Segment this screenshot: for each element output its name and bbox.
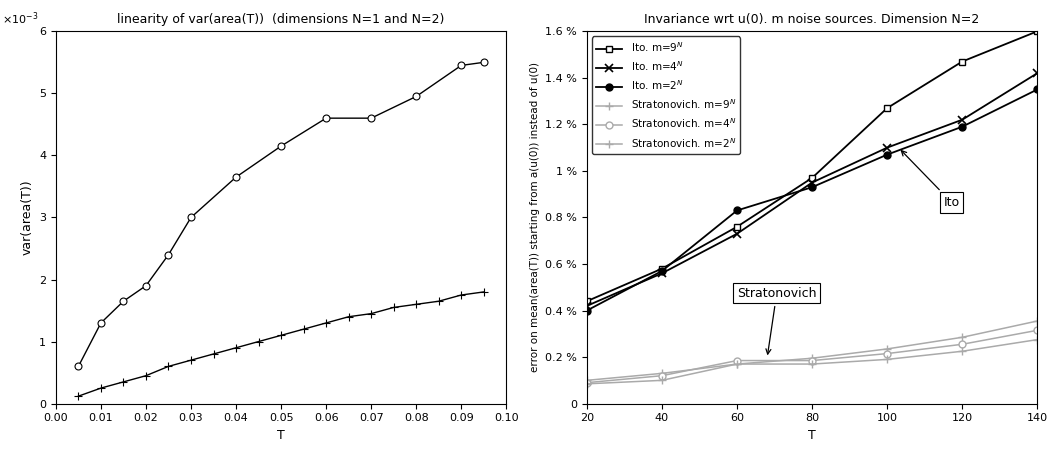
Ito. m=4$^N$ [956,117,969,122]
Stratonovich. m=2$^N$ [806,361,819,367]
Ito. m=2$^N$ [1031,87,1044,92]
Ito. m=9$^N$ [656,266,668,271]
Ito. m=4$^N$ [656,270,668,276]
Stratonovich. m=2$^N$ [731,361,743,367]
Ito. m=9$^N$ [731,224,743,230]
Stratonovich. m=4$^N$ [580,380,593,386]
Ito. m=9$^N$ [956,59,969,64]
Ito. m=9$^N$ [1031,29,1044,34]
Stratonovich. m=4$^N$ [956,342,969,347]
Stratonovich. m=2$^N$ [1031,337,1044,342]
Text: Ito: Ito [901,151,959,209]
Stratonovich. m=2$^N$ [656,378,668,383]
Line: Stratonovich. m=2$^N$: Stratonovich. m=2$^N$ [582,336,1041,388]
Y-axis label: error on mean(area(T)) starting from a(u(0)) instead of u(0): error on mean(area(T)) starting from a(u… [530,63,540,372]
Stratonovich. m=9$^N$ [656,371,668,376]
Stratonovich. m=9$^N$ [881,346,894,352]
Text: $\times 10^{-3}$: $\times 10^{-3}$ [2,10,38,27]
Y-axis label: var(area(T)): var(area(T)) [20,180,34,255]
Stratonovich. m=4$^N$ [806,358,819,363]
Line: Stratonovich. m=4$^N$: Stratonovich. m=4$^N$ [584,327,1041,386]
Ito. m=4$^N$ [580,303,593,308]
Ito. m=4$^N$ [1031,71,1044,76]
Ito. m=9$^N$ [580,299,593,304]
Line: Ito. m=2$^N$: Ito. m=2$^N$ [584,86,1041,314]
Stratonovich. m=9$^N$ [580,378,593,383]
Stratonovich. m=2$^N$ [881,357,894,362]
Legend: Ito. m=9$^N$, Ito. m=4$^N$, Ito. m=2$^N$, Stratonovich. m=9$^N$, Stratonovich. m: Ito. m=9$^N$, Ito. m=4$^N$, Ito. m=2$^N$… [592,37,740,154]
Stratonovich. m=9$^N$ [731,361,743,367]
Stratonovich. m=9$^N$ [806,356,819,361]
Ito. m=2$^N$ [956,124,969,130]
Stratonovich. m=9$^N$ [956,335,969,340]
Line: Ito. m=9$^N$: Ito. m=9$^N$ [584,28,1041,305]
Ito. m=2$^N$ [731,208,743,213]
Ito. m=2$^N$ [656,268,668,274]
Ito. m=9$^N$ [881,106,894,111]
Ito. m=9$^N$ [806,175,819,181]
Stratonovich. m=4$^N$ [881,351,894,357]
Title: linearity of var(area(T))  (dimensions N=1 and N=2): linearity of var(area(T)) (dimensions N=… [118,13,445,26]
Ito. m=2$^N$ [881,152,894,157]
Stratonovich. m=4$^N$ [731,358,743,363]
Ito. m=4$^N$ [806,180,819,185]
Stratonovich. m=2$^N$ [956,348,969,354]
Line: Ito. m=4$^N$: Ito. m=4$^N$ [582,69,1041,310]
Ito. m=4$^N$ [731,231,743,236]
Line: Stratonovich. m=9$^N$: Stratonovich. m=9$^N$ [582,317,1041,385]
Stratonovich. m=4$^N$ [1031,328,1044,333]
Stratonovich. m=9$^N$ [1031,318,1044,324]
Ito. m=2$^N$ [806,184,819,190]
Title: Invariance wrt u(0). m noise sources. Dimension N=2: Invariance wrt u(0). m noise sources. Di… [645,13,980,26]
Text: Stratonovich: Stratonovich [737,287,816,354]
Ito. m=2$^N$ [580,308,593,313]
X-axis label: T: T [277,429,285,442]
Ito. m=4$^N$ [881,145,894,150]
Stratonovich. m=2$^N$ [580,381,593,386]
Stratonovich. m=4$^N$ [656,373,668,378]
X-axis label: T: T [808,429,816,442]
